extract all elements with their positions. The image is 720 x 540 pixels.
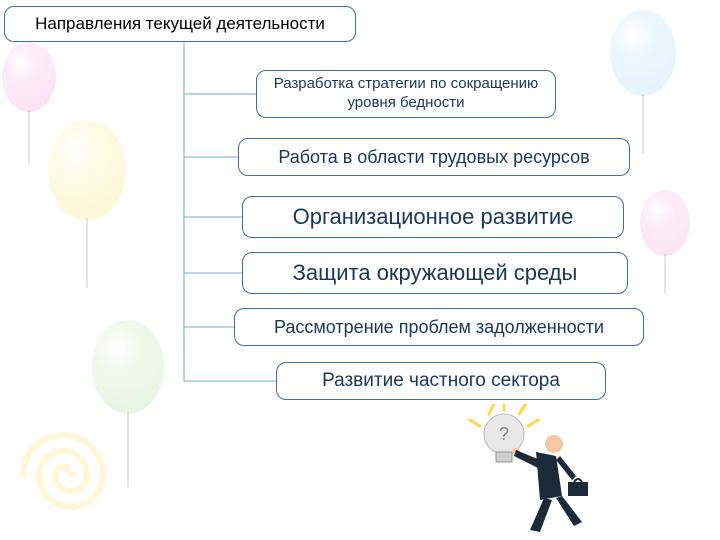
node-child-0: Разработка стратегии по сокращению уровн… [256, 70, 556, 118]
node-child-2: Организационное развитие [242, 196, 624, 238]
node-child-3: Защита окружающей среды [242, 252, 628, 294]
node-label: Организационное развитие [293, 203, 574, 231]
businessman-bulb-icon: ? [444, 404, 594, 534]
org-diagram: Направления текущей деятельности Разработ… [0, 0, 720, 540]
node-root: Направления текущей деятельности [4, 6, 356, 42]
node-label: Работа в области трудовых ресурсов [278, 146, 589, 169]
node-label: Разработка стратегии по сокращению уровн… [267, 75, 545, 113]
node-label: Направления текущей деятельности [35, 13, 325, 34]
svg-text:?: ? [499, 424, 509, 444]
node-label: Защита окружающей среды [293, 259, 578, 287]
node-child-5: Развитие частного сектора [276, 362, 606, 400]
node-label: Развитие частного сектора [322, 369, 560, 393]
node-child-1: Работа в области трудовых ресурсов [238, 138, 630, 176]
node-child-4: Рассмотрение проблем задолженности [234, 308, 644, 346]
node-label: Рассмотрение проблем задолженности [274, 316, 604, 339]
